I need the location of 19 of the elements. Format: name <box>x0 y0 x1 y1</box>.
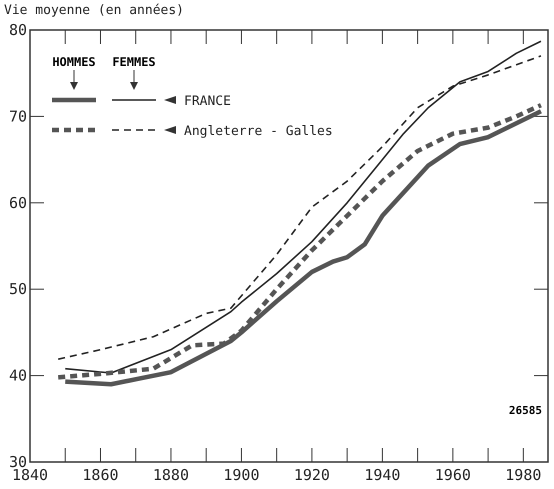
x-tick-label: 1940 <box>364 466 400 484</box>
x-tick-label: 1920 <box>294 466 330 484</box>
y-tick-label: 60 <box>8 194 27 212</box>
annotation: 26585 <box>508 404 542 417</box>
y-tick-label: 80 <box>8 21 27 39</box>
annotation: HOMMES <box>52 55 96 69</box>
annotation: Angleterre - Galles <box>184 124 333 139</box>
y-tick-label: 40 <box>8 366 27 385</box>
annotation: FEMMES <box>112 55 156 69</box>
x-tick-label: 1900 <box>223 466 260 484</box>
annotation: FRANCE <box>184 94 231 109</box>
x-tick-label: 1980 <box>505 466 542 484</box>
x-tick-label: 1860 <box>82 466 119 484</box>
y-axis-title: Vie moyenne (en années) <box>4 3 184 18</box>
y-tick-label: 50 <box>8 280 27 298</box>
y-tick-label: 70 <box>8 107 27 126</box>
x-tick-label: 1840 <box>12 466 48 484</box>
x-tick-label: 1960 <box>434 466 471 484</box>
x-tick-label: 1880 <box>152 466 190 484</box>
